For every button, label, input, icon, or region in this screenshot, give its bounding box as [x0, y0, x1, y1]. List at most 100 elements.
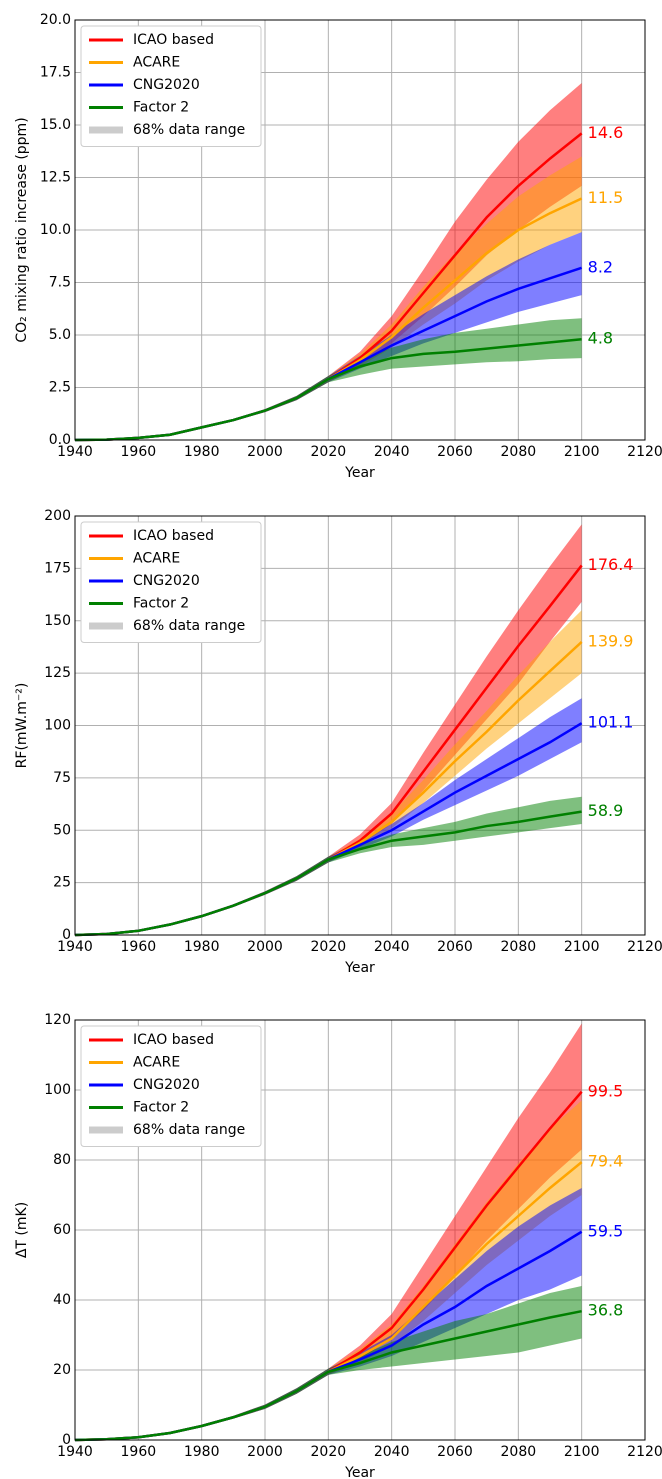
x-tick-label: 1940: [57, 1444, 93, 1460]
legend-label: CNG2020: [133, 77, 200, 93]
y-axis-label: CO₂ mixing ratio increase (ppm): [14, 117, 30, 342]
y-tick-label: 100: [44, 718, 71, 734]
legend-label: 68% data range: [133, 122, 245, 138]
y-tick-label: 15.0: [40, 117, 71, 133]
legend-label: ICAO based: [133, 528, 214, 544]
x-tick-label: 1960: [121, 444, 157, 460]
series-line: [74, 810, 582, 937]
end-value-label: 139.9: [588, 631, 634, 650]
data-range-band: [75, 1188, 582, 1440]
x-tick-label: 2040: [374, 444, 410, 460]
end-value-label: 4.8: [588, 329, 613, 348]
x-tick-label: 1960: [121, 1444, 157, 1460]
x-tick-label: 1960: [121, 939, 157, 955]
y-tick-label: 10.0: [40, 222, 71, 238]
y-tick-label: 0: [62, 1432, 71, 1448]
x-tick-label: 1940: [57, 939, 93, 955]
y-tick-label: 150: [44, 613, 71, 629]
y-tick-label: 60: [53, 1222, 71, 1238]
x-tick-label: 2100: [564, 939, 600, 955]
legend-label: 68% data range: [133, 1122, 245, 1138]
x-tick-label: 2040: [374, 939, 410, 955]
end-value-label: 11.5: [588, 188, 624, 207]
y-tick-label: 0: [62, 927, 71, 943]
end-value-label: 36.8: [588, 1301, 624, 1320]
legend-label: ACARE: [133, 1055, 180, 1071]
y-tick-label: 20.0: [40, 12, 71, 28]
y-tick-label: 17.5: [40, 65, 71, 81]
y-tick-label: 175: [44, 560, 71, 576]
end-value-label: 101.1: [588, 713, 634, 732]
x-tick-label: 2120: [627, 444, 662, 460]
plot-frame: [74, 1019, 646, 1441]
legend-label: ICAO based: [133, 1032, 214, 1048]
y-tick-label: 2.5: [49, 380, 71, 396]
y-axis-label: ΔT (mK): [14, 1202, 30, 1258]
x-axis-label: Year: [344, 465, 375, 481]
y-tick-label: 80: [53, 1152, 71, 1168]
x-tick-label: 1940: [57, 444, 93, 460]
end-value-label: 58.9: [588, 801, 624, 820]
y-tick-label: 100: [44, 1082, 71, 1098]
end-value-label: 14.6: [588, 123, 624, 142]
y-tick-label: 0.0: [49, 432, 71, 448]
x-tick-label: 2080: [501, 1444, 537, 1460]
y-tick-label: 120: [44, 1012, 71, 1028]
x-tick-label: 1980: [184, 1444, 220, 1460]
series-line: [74, 337, 582, 442]
y-tick-label: 200: [44, 508, 71, 524]
x-tick-label: 2060: [437, 1444, 473, 1460]
y-tick-label: 125: [44, 665, 71, 681]
legend-label: CNG2020: [133, 573, 200, 589]
plot-frame: [74, 19, 646, 441]
y-tick-label: 20: [53, 1362, 71, 1378]
x-axis-label: Year: [344, 960, 375, 976]
y-tick-label: 40: [53, 1292, 71, 1308]
y-tick-label: 50: [53, 822, 71, 838]
chart-panel: 1940 1960 1980 2000 2020 2040 2060 2080 2100 2120…: [14, 12, 662, 481]
legend-label: 68% data range: [133, 618, 245, 634]
x-tick-label: 1980: [184, 939, 220, 955]
y-tick-label: 12.5: [40, 170, 71, 186]
x-tick-label: 2020: [311, 444, 347, 460]
x-tick-label: 2020: [311, 1444, 347, 1460]
x-tick-label: 2080: [501, 444, 537, 460]
x-tick-label: 2000: [247, 444, 283, 460]
y-tick-label: 5.0: [49, 327, 71, 343]
x-axis-label: Year: [344, 1465, 375, 1479]
legend-label: ACARE: [133, 551, 180, 567]
y-tick-label: 75: [53, 770, 71, 786]
y-tick-label: 7.5: [49, 275, 71, 291]
series-line: [74, 1309, 582, 1442]
end-value-label: 176.4: [588, 555, 634, 574]
x-tick-label: 2000: [247, 939, 283, 955]
end-value-label: 59.5: [588, 1221, 624, 1240]
x-tick-label: 2080: [501, 939, 537, 955]
x-tick-label: 2100: [564, 444, 600, 460]
plot-frame: [74, 515, 646, 936]
legend-label: ICAO based: [133, 32, 214, 48]
y-axis-label: RF(mW.m⁻²): [14, 683, 30, 769]
legend-box: [80, 521, 262, 643]
end-value-label: 99.5: [588, 1081, 624, 1100]
legend-box: [80, 1025, 262, 1147]
legend-label: Factor 2: [133, 1100, 189, 1116]
x-tick-label: 2060: [437, 444, 473, 460]
x-tick-label: 2000: [247, 1444, 283, 1460]
legend-label: CNG2020: [133, 1077, 200, 1093]
end-value-label: 79.4: [588, 1152, 624, 1171]
legend-label: Factor 2: [133, 100, 189, 116]
data-range-band: [75, 1286, 582, 1440]
x-tick-label: 2100: [564, 1444, 600, 1460]
legend-label: ACARE: [133, 55, 180, 71]
x-tick-label: 1980: [184, 444, 220, 460]
x-tick-label: 2020: [311, 939, 347, 955]
x-tick-label: 2040: [374, 1444, 410, 1460]
legend-label: Factor 2: [133, 596, 189, 612]
legend-box: [80, 25, 262, 147]
y-tick-label: 25: [53, 875, 71, 891]
x-tick-label: 2120: [627, 1444, 662, 1460]
x-tick-label: 2120: [627, 939, 662, 955]
end-value-label: 8.2: [588, 257, 613, 276]
